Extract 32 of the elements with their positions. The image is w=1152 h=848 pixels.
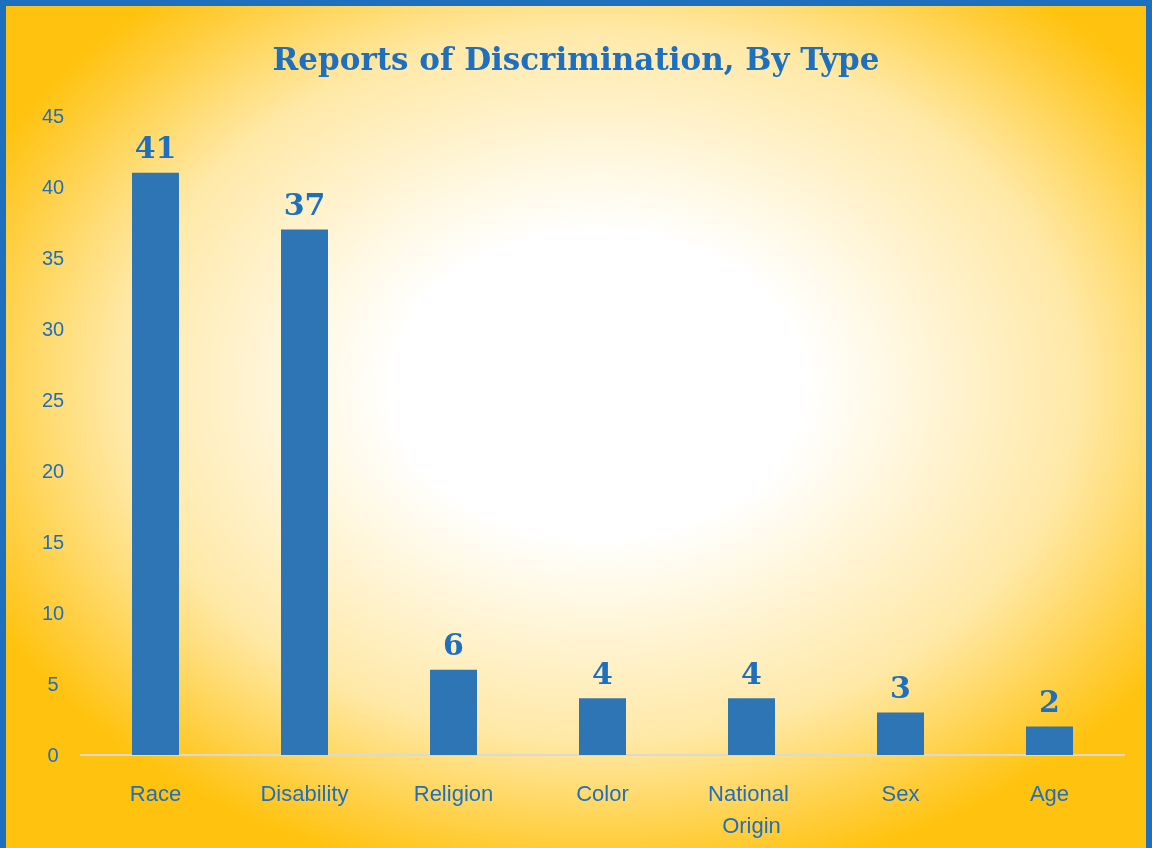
data-label: 37 <box>283 187 326 223</box>
y-tick-label: 5 <box>47 673 59 695</box>
data-label: 3 <box>890 669 911 705</box>
bar <box>877 712 924 755</box>
data-label: 4 <box>592 655 613 691</box>
x-tick-label: Disability <box>260 780 349 806</box>
y-tick-label: 10 <box>41 602 65 624</box>
y-tick-label: 20 <box>41 460 65 482</box>
x-tick-label: Age <box>1029 780 1070 806</box>
data-label: 41 <box>134 130 177 166</box>
x-tick-label: Religion <box>413 780 494 806</box>
chart-title: Reports of Discrimination, By Type <box>272 40 880 77</box>
bar <box>1026 726 1073 755</box>
bar <box>728 698 775 755</box>
y-tick-label: 30 <box>41 318 65 340</box>
data-label: 4 <box>741 655 762 691</box>
x-tick-label: Race <box>129 780 182 806</box>
data-label: 6 <box>443 627 464 663</box>
bar <box>132 172 179 755</box>
data-label: 2 <box>1039 684 1060 720</box>
y-tick-label: 35 <box>41 247 65 269</box>
bar <box>579 698 626 755</box>
bar <box>430 669 477 755</box>
y-tick-label: 40 <box>41 176 65 198</box>
y-tick-label: 0 <box>47 744 59 766</box>
x-tick-label: Sex <box>881 780 920 806</box>
y-tick-label: 45 <box>41 105 65 127</box>
bar <box>281 229 328 755</box>
x-tick-label: Color <box>576 780 629 806</box>
x-tick-label: National Origin <box>708 780 795 838</box>
y-tick-label: 15 <box>41 531 65 553</box>
y-tick-label: 25 <box>41 389 65 411</box>
